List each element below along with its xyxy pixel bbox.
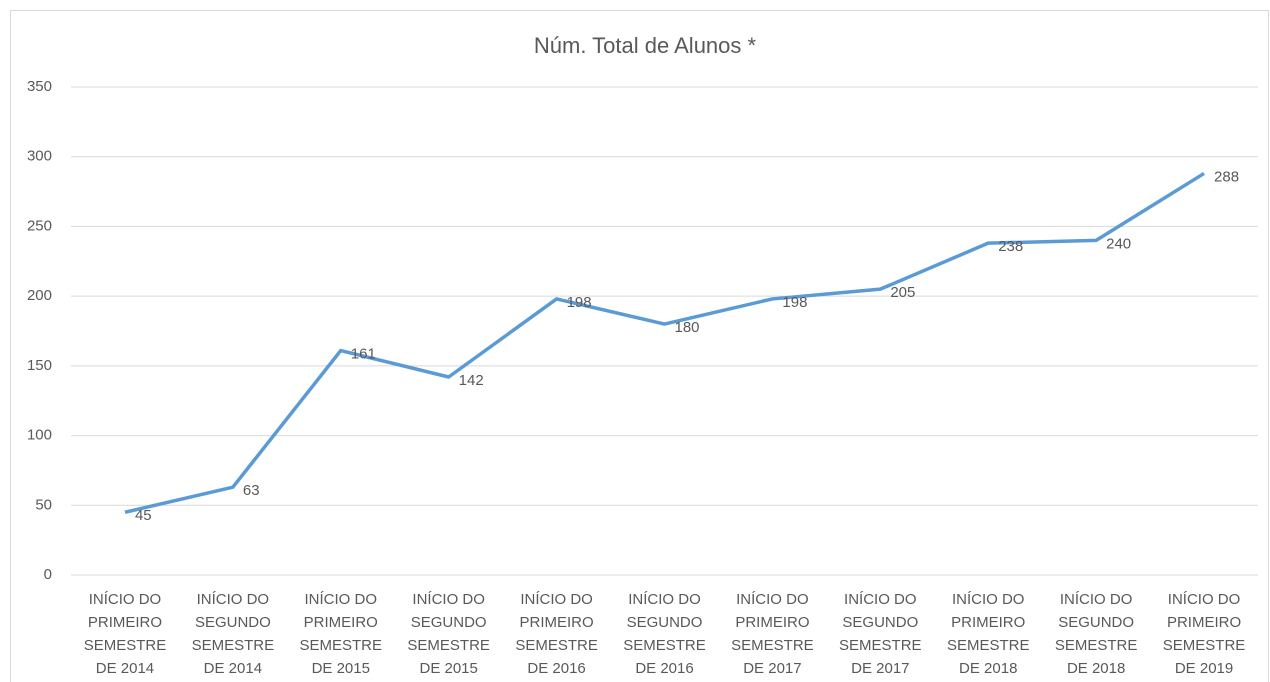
data-label: 142 [459,372,484,389]
y-tick-label: 200 [27,287,52,304]
x-tick-label: INÍCIO DO PRIMEIRO SEMESTRE DE 2014 [84,591,167,677]
chart-title: Núm. Total de Alunos * [534,33,757,58]
x-tick-label: INÍCIO DO PRIMEIRO SEMESTRE DE 2015 [300,591,383,677]
x-tick-label: INÍCIO DO PRIMEIRO SEMESTRE DE 2016 [515,591,598,677]
data-label: 198 [782,294,807,311]
x-tick-label: INÍCIO DO SEGUNDO SEMESTRE DE 2018 [1055,591,1138,677]
y-tick-label: 0 [44,566,52,583]
y-tick-label: 250 [27,217,52,234]
x-tick-label: INÍCIO DO SEGUNDO SEMESTRE DE 2014 [192,591,275,677]
data-label: 180 [675,319,700,336]
data-label: 198 [567,294,592,311]
y-tick-label: 150 [27,357,52,374]
y-tick-label: 350 [27,78,52,95]
data-label: 205 [890,284,915,301]
x-tick-label: INÍCIO DO SEGUNDO SEMESTRE DE 2016 [623,591,706,677]
data-label: 161 [351,345,376,362]
data-label: 240 [1106,235,1131,252]
x-tick-label: INÍCIO DO SEGUNDO SEMESTRE DE 2017 [839,591,922,677]
line [124,171,1205,514]
y-tick-label: 50 [35,496,52,513]
data-label: 45 [135,507,152,524]
y-tick-label: 300 [27,148,52,165]
data-label: 63 [243,482,260,499]
y-tick-label: 100 [27,427,52,444]
x-tick-label: INÍCIO DO SEGUNDO SEMESTRE DE 2015 [407,591,490,677]
x-tick-label: INÍCIO DO PRIMEIRO SEMESTRE DE 2017 [731,591,814,677]
x-tick-label: INÍCIO DO PRIMEIRO SEMESTRE DE 2018 [947,591,1030,677]
x-tick-label: INÍCIO DO PRIMEIRO SEMESTRE DE 2019 [1163,591,1246,677]
data-label: 238 [998,238,1023,255]
data-label: 288 [1214,168,1239,185]
chart-frame [10,10,1269,682]
